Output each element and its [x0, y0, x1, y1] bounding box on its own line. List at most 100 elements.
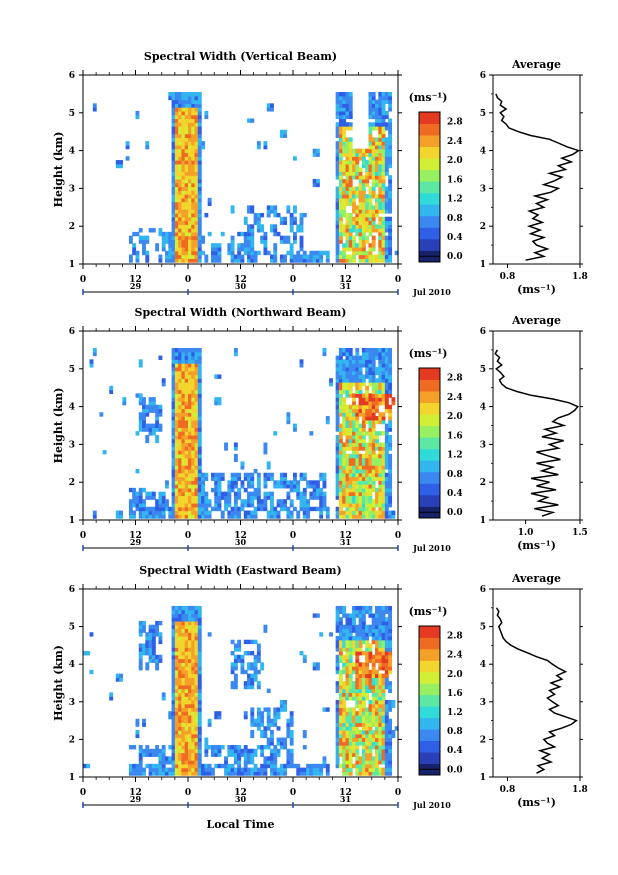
colorbar-tick-label: 2.8 [447, 374, 463, 384]
heatmap-cell [273, 255, 277, 259]
colorbar-swatch [419, 472, 440, 484]
heatmap-cell [388, 356, 392, 360]
heatmap-cell [368, 749, 372, 753]
heatmap-cell [221, 477, 225, 481]
heatmap-cell [336, 613, 340, 617]
colorbar-swatch [419, 112, 440, 124]
heatmap-cell [257, 685, 261, 689]
heatmap-cell [382, 689, 386, 693]
heatmap-cell [201, 484, 205, 488]
heatmap-cell [388, 100, 392, 104]
profile-line [496, 94, 579, 260]
heatmap-cell [162, 514, 166, 518]
heatmap-cell [145, 255, 149, 259]
heatmap-cell [145, 236, 149, 240]
heatmap-cell [286, 507, 290, 511]
heatmap-cell [198, 168, 202, 172]
profile-height-label: 1 [480, 260, 486, 270]
heatmap-cell [293, 473, 297, 477]
heatmap-cell [132, 488, 136, 492]
heatmap-cell [385, 115, 389, 119]
heatmap-cell [136, 255, 140, 259]
heatmap-cell [388, 741, 392, 745]
heatmap-cell [388, 443, 392, 447]
heatmap-cell [388, 632, 392, 636]
date-label: 31 [340, 281, 351, 291]
heatmap-cell [198, 232, 202, 236]
heatmap-cell [388, 495, 392, 499]
heatmap-cell [270, 495, 274, 499]
heatmap-cell [139, 492, 143, 496]
heatmap-cell [257, 492, 261, 496]
heatmap-cell [349, 126, 353, 130]
heatmap-cell [388, 183, 392, 187]
heatmap-cell [385, 171, 389, 175]
heatmap-cell [352, 202, 356, 206]
heatmap-cell [260, 662, 264, 666]
heatmap-cell [198, 390, 202, 394]
heatmap-cell [204, 753, 208, 757]
heatmap-cell [349, 632, 353, 636]
heatmap-cell [139, 363, 143, 367]
time-tick-label: 0 [395, 275, 401, 285]
heatmap-cell [349, 677, 353, 681]
heatmap-cell [388, 405, 392, 409]
heatmap-cell [300, 224, 304, 228]
heatmap-cell [273, 719, 277, 723]
heatmap-cell [362, 427, 366, 431]
heatmap-cell [254, 674, 258, 678]
heatmap-cell [339, 175, 343, 179]
heatmap-cell [336, 666, 340, 670]
heatmap-cell [257, 670, 261, 674]
heatmap-cell [198, 187, 202, 191]
colorbar-tick-label: 0.8 [447, 727, 463, 737]
heatmap-cell [162, 696, 166, 700]
heatmap-cell [336, 247, 340, 251]
date-label: 31 [340, 537, 351, 547]
heatmap-cell [267, 745, 271, 749]
heatmap-cell [283, 771, 287, 775]
heatmap-cell [283, 704, 287, 708]
heatmap-cell [326, 771, 330, 775]
heatmap-cell [263, 771, 267, 775]
heatmap-cell [234, 503, 238, 507]
heatmap-cell [388, 435, 392, 439]
heatmap-cell [372, 359, 376, 363]
heatmap-cell [155, 247, 159, 251]
heatmap-cell [283, 768, 287, 772]
heatmap-cell [388, 613, 392, 617]
heatmap-cell [119, 511, 123, 515]
heatmap-cell [372, 236, 376, 240]
heatmap-cell [388, 202, 392, 206]
heatmap-cell [231, 651, 235, 655]
spectral-width-figure: Spectral Width (Vertical Beam)123456Heig… [0, 0, 618, 875]
time-axis-label: Local Time [207, 818, 275, 831]
heatmap-cell [162, 745, 166, 749]
heatmap-cell [254, 255, 258, 259]
heatmap-cell [231, 764, 235, 768]
heatmap-cell [339, 439, 343, 443]
heatmap-cell [270, 477, 274, 481]
heatmap-cell [142, 621, 146, 625]
heatmap-cell [237, 473, 241, 477]
heatmap-cell [359, 371, 363, 375]
time-tick-label: 0 [80, 788, 86, 798]
heatmap-cell [300, 651, 304, 655]
heatmap-cell [359, 171, 363, 175]
heatmap-cell [142, 488, 146, 492]
heatmap-cell [342, 401, 346, 405]
heatmap-cell [283, 473, 287, 477]
heatmap-cell [323, 473, 327, 477]
heatmap-cell [283, 707, 287, 711]
heatmap-cell [385, 111, 389, 115]
heatmap-cell [372, 247, 376, 251]
heatmap-cell [198, 655, 202, 659]
heatmap-cell [198, 753, 202, 757]
heatmap-cell [270, 107, 274, 111]
heatmap-cell [139, 659, 143, 663]
heatmap-cell [198, 446, 202, 450]
heatmap-cell [237, 514, 241, 518]
heatmap-cell [362, 435, 366, 439]
colorbar-swatch [419, 683, 440, 695]
heatmap-cell [198, 100, 202, 104]
